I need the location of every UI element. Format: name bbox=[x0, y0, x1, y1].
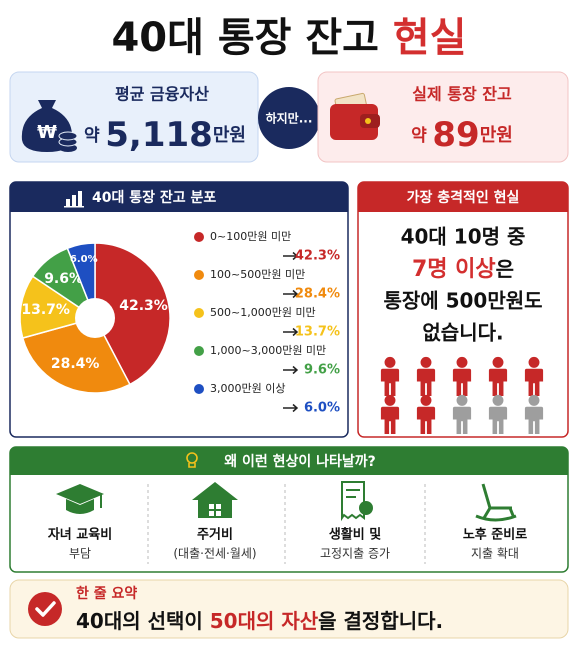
svg-text:₩: ₩ bbox=[37, 122, 57, 143]
summary-label: 한 줄 요약 bbox=[76, 585, 137, 602]
shock-line: 40대 10명 중 bbox=[401, 225, 526, 249]
legend-value: 6.0% bbox=[304, 401, 340, 416]
title: 40대 통장 잔고 현실 bbox=[111, 15, 466, 61]
connector: 하지만... bbox=[266, 111, 313, 126]
average-amount: 5,118 bbox=[105, 115, 213, 155]
check-mark bbox=[35, 601, 56, 617]
pie-chart: 42.3% 28.4% 13.7% 9.6% 6.0% bbox=[19, 242, 171, 394]
pie-slice bbox=[21, 317, 131, 394]
legend-arrow bbox=[283, 403, 299, 413]
actual-amount: 89 bbox=[432, 115, 479, 155]
legend-dot bbox=[194, 270, 204, 280]
reason-detail: 지출 확대 bbox=[471, 547, 519, 561]
chart-title: 40대 통장 잔고 분포 bbox=[92, 189, 216, 206]
summary-box bbox=[9, 579, 569, 639]
shock-line: 없습니다. bbox=[422, 321, 503, 345]
slice-label: 42.3% bbox=[119, 298, 168, 314]
legend-label: 1,000~3,000만원 미만 bbox=[210, 344, 326, 357]
wallet-icon bbox=[330, 92, 380, 140]
actual-amount-line: 약 89만원 bbox=[411, 115, 513, 155]
summary-before: 40대의 선택이 bbox=[76, 609, 203, 633]
summary-after: 을 결정합니다. bbox=[318, 609, 443, 633]
reason-label: 생활비 및 bbox=[329, 527, 381, 543]
legend-dot bbox=[194, 232, 204, 242]
shock-line: 7명 이상은 bbox=[412, 257, 514, 283]
legend-arrow bbox=[283, 327, 299, 337]
distribution-header bbox=[10, 182, 348, 212]
actual-prefix: 약 bbox=[411, 125, 427, 146]
shock-title: 가장 충격적인 현실 bbox=[407, 189, 520, 206]
slice-label: 13.7% bbox=[21, 302, 70, 318]
reason-label: 주거비 bbox=[197, 528, 233, 543]
average-amount-line: 약 5,118만원 bbox=[84, 115, 246, 155]
slice-label: 28.4% bbox=[51, 356, 100, 372]
shock-highlight: 7명 이상 bbox=[412, 257, 496, 282]
legend-arrow bbox=[283, 289, 299, 299]
title-main: 40대 통장 잔고 bbox=[111, 15, 379, 61]
reason-label: 자녀 교육비 bbox=[48, 527, 112, 543]
shock-header bbox=[358, 182, 568, 212]
legend-value: 28.4% bbox=[295, 287, 340, 302]
rocking-chair-icon bbox=[475, 483, 517, 522]
legend-label: 0~100만원 미만 bbox=[210, 230, 291, 243]
connector-circle bbox=[258, 87, 320, 149]
education-icon bbox=[56, 484, 104, 514]
summary-highlight: 50대의 자산 bbox=[210, 609, 319, 633]
house-icon bbox=[192, 482, 238, 518]
legend-value: 42.3% bbox=[295, 249, 340, 264]
receipt-icon bbox=[341, 481, 373, 522]
legend-dot bbox=[194, 346, 204, 356]
reasons-header bbox=[10, 447, 568, 475]
average-label: 평균 금융자산 bbox=[115, 85, 209, 104]
legend-label: 500~1,000만원 미만 bbox=[210, 306, 316, 319]
check-circle bbox=[28, 592, 62, 626]
pie-hole bbox=[75, 298, 115, 338]
slice-label: 6.0% bbox=[70, 254, 98, 265]
legend-value: 9.6% bbox=[304, 363, 340, 378]
legend-label: 3,000만원 이상 bbox=[210, 382, 285, 395]
pie-slice bbox=[94, 242, 171, 386]
legend-dot bbox=[194, 384, 204, 394]
legend-arrow bbox=[283, 365, 299, 375]
bulb-icon bbox=[186, 452, 198, 468]
summary-text: 40대의 선택이 50대의 자산을 결정합니다. bbox=[76, 609, 443, 633]
legend: 0~100만원 미만 42.3% 100~500만원 미만 28.4% 500~1,00… bbox=[194, 230, 340, 416]
reason-detail: 부담 bbox=[69, 547, 91, 561]
legend-dot bbox=[194, 308, 204, 318]
average-prefix: 약 bbox=[84, 125, 100, 146]
reason-detail: 고정지출 증가 bbox=[320, 547, 390, 561]
slice-label: 9.6% bbox=[44, 271, 83, 287]
legend-arrow bbox=[283, 251, 299, 261]
average-unit: 만원 bbox=[213, 125, 246, 146]
shock-line: 통장에 500만원도 bbox=[383, 289, 542, 313]
legend-value: 13.7% bbox=[295, 325, 340, 340]
actual-box bbox=[317, 71, 569, 163]
legend-label: 100~500만원 미만 bbox=[210, 268, 305, 281]
title-highlight: 현실 bbox=[393, 15, 467, 61]
money-bag-icon: ₩ bbox=[21, 100, 78, 152]
bar-icon bbox=[64, 191, 84, 208]
dividers bbox=[147, 484, 426, 564]
reason-label: 노후 준비로 bbox=[463, 527, 527, 543]
reasons-title: 왜 이런 현상이 나타날까? bbox=[224, 453, 376, 470]
reason-detail: (대출·전세·월세) bbox=[173, 547, 256, 561]
actual-unit: 만원 bbox=[480, 125, 513, 146]
shock-line-rest: 은 bbox=[496, 257, 514, 281]
actual-label: 실제 통장 잔고 bbox=[412, 85, 512, 104]
